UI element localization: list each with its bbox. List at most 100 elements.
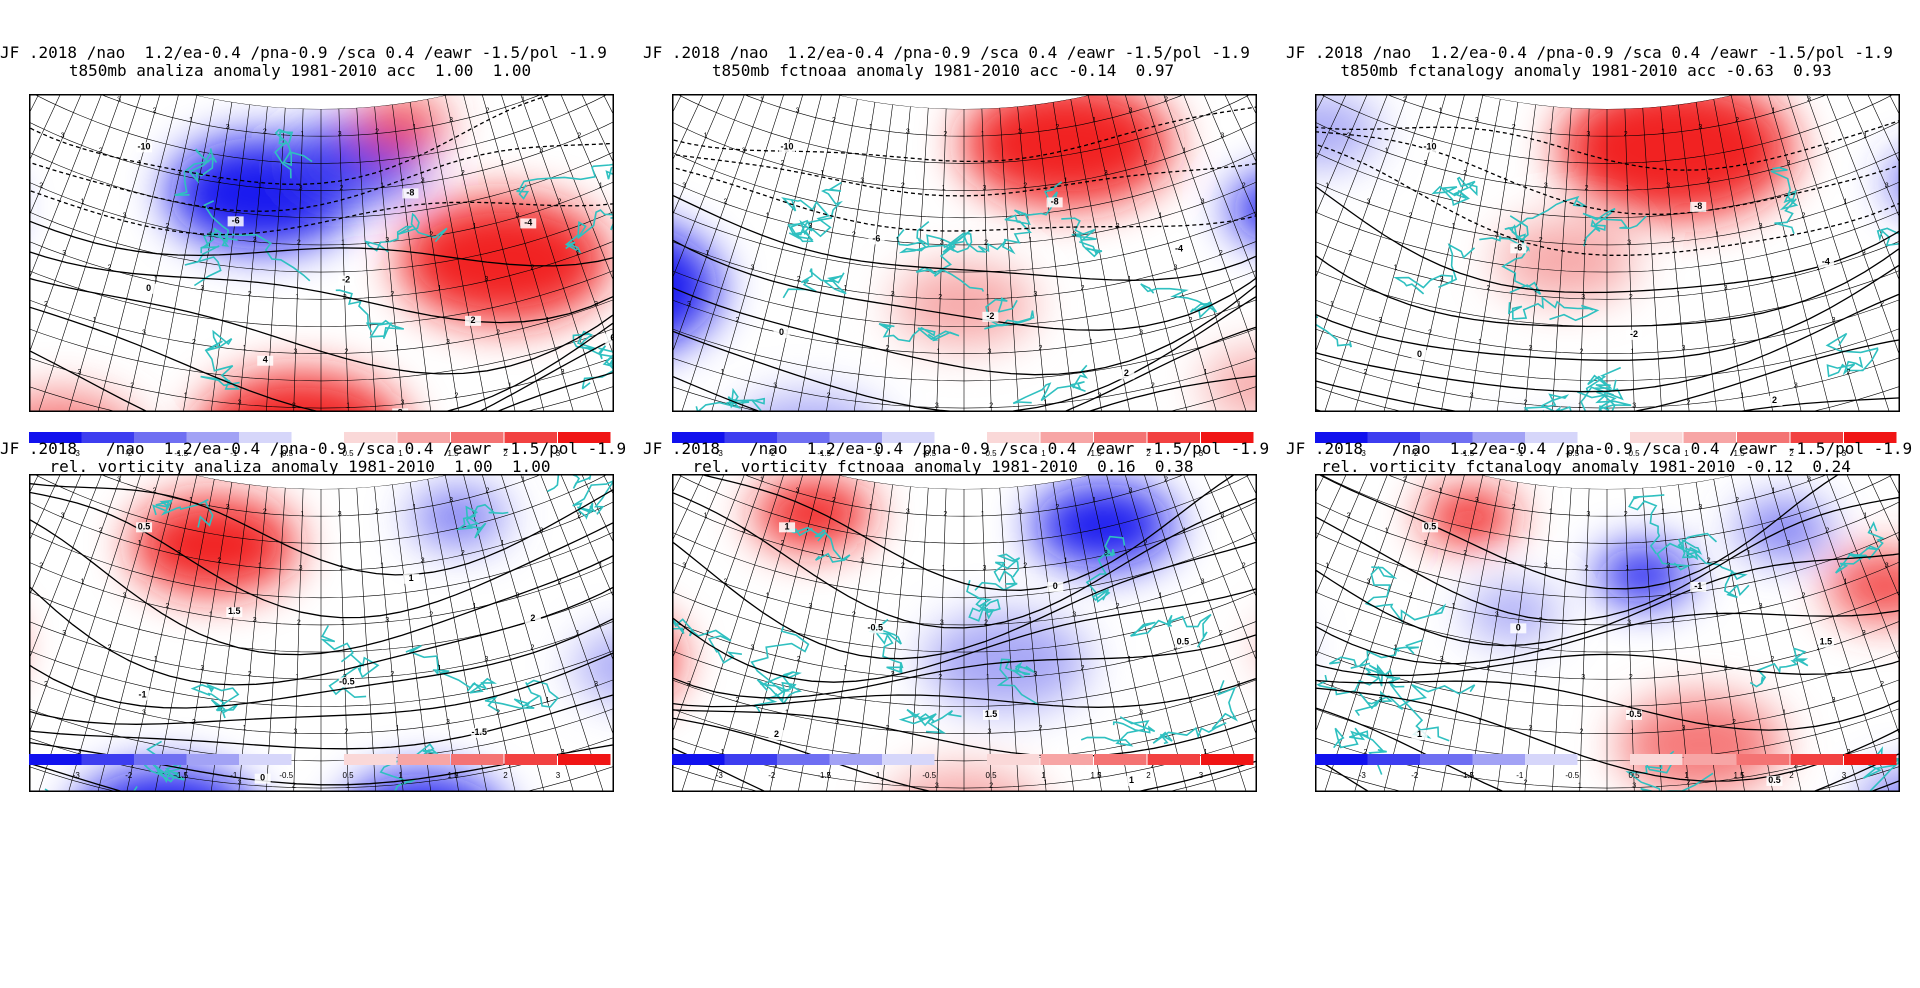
contour-label: 1	[1417, 729, 1422, 739]
grid-value: 3	[1139, 709, 1143, 716]
grid-value: 3	[1529, 345, 1533, 352]
grid-value: 2	[797, 656, 801, 663]
colorbar-swatch	[29, 432, 82, 443]
grid-value: 1	[500, 160, 504, 167]
grid-value: 1	[766, 592, 770, 599]
panel-t850-fctanalogy: JF .2018 /nao 1.2/ea-0.4 /pna-0.9 /sca 0…	[1286, 0, 1900, 458]
grid-value: 2	[886, 725, 890, 732]
colorbar-label: -2	[1411, 771, 1419, 780]
grid-value: 3	[1440, 276, 1444, 283]
grid-value: 3	[117, 476, 121, 483]
grid-value: 1	[1583, 620, 1587, 627]
grid-value: 2	[1363, 369, 1367, 376]
grid-value: 2	[461, 170, 465, 177]
grid-value: 3	[1786, 160, 1790, 167]
grid-value: 1	[243, 345, 247, 352]
colorbar-swatch	[186, 754, 239, 765]
panel-title-line1: JF .2018 /nao 1.2/ea-0.4 /pna-0.9 /sca 0…	[0, 43, 607, 62]
grid-value: 3	[1632, 783, 1636, 790]
grid-value: 2	[390, 671, 394, 678]
contour-label: 1.5	[1820, 636, 1833, 646]
grid-value: 3	[1862, 250, 1866, 257]
grid-value: 2	[558, 579, 562, 586]
colorbar-swatch	[1525, 754, 1578, 765]
colorbar-swatch	[672, 432, 725, 443]
contour-labels: -10-8-6-4-202468106	[136, 141, 614, 412]
grid-value: 1	[1578, 403, 1582, 410]
colorbar-label: -3	[73, 771, 81, 780]
grid-value: 3	[1201, 579, 1205, 586]
grid-value: 2	[454, 773, 458, 780]
grid-value: 2	[1524, 399, 1528, 406]
grid-value: 2	[1802, 212, 1806, 219]
grid-value: 3	[385, 617, 389, 624]
grid-value: 2	[1847, 369, 1851, 376]
colorbar-swatch	[1367, 754, 1420, 765]
colorbar-label: 1	[1684, 771, 1689, 780]
grid-value: 3	[1832, 317, 1836, 324]
grid-value: 3	[742, 147, 746, 154]
colorbar-label: -3	[1359, 771, 1367, 780]
grid-value: 2	[1242, 183, 1246, 190]
grid-value: 2	[165, 603, 169, 610]
anomaly-blob	[962, 94, 1173, 207]
map-plot: 3 2 1 3 2 1 3 2 1 3 2 1 3 2 1 3 2 1 2 1 3 2 1 3 2 1 3 2 1 3 2 1 3 2 1 3 1 3 2 1…	[29, 94, 614, 412]
colorbar-label: 1	[1041, 771, 1046, 780]
anomaly-blob	[398, 197, 609, 324]
grid-value: 1	[1182, 527, 1186, 534]
grid-value: 3	[773, 762, 777, 769]
grid-value: 3	[226, 504, 230, 511]
grid-value: 2	[248, 671, 252, 678]
colorbar-swatch	[451, 432, 504, 443]
grid-value: 3	[594, 681, 598, 688]
grid-value: 3	[1544, 183, 1548, 190]
grid-value: 1	[189, 117, 193, 124]
grid-value: 3	[516, 212, 520, 219]
grid-value: 1	[1028, 617, 1032, 624]
contour-label: -4	[1822, 256, 1830, 266]
grid-value: 3	[1220, 513, 1224, 520]
grid-value: 3	[687, 681, 691, 688]
grid-value: 2	[1580, 728, 1584, 735]
grid-value: 3	[1724, 665, 1728, 672]
grid-value: 3	[1832, 697, 1836, 704]
colorbar-label: 1.5	[1733, 771, 1745, 780]
grid-value: 1	[785, 709, 789, 716]
grid-value: 2	[1512, 124, 1516, 131]
grid-value: 1	[1044, 399, 1048, 406]
colorbar-swatch	[1472, 432, 1525, 443]
grid-value: 3	[226, 124, 230, 131]
panel-title-line2: rel. vorticity fctanalogy anomaly 1981-2…	[1321, 457, 1851, 476]
grid-value: 2	[429, 231, 433, 238]
grid-value: 2	[1189, 697, 1193, 704]
colorbar-swatch	[1201, 754, 1254, 765]
grid-value: 2	[1055, 124, 1059, 131]
grid-value: 2	[736, 317, 740, 324]
contour-label: 0	[146, 283, 151, 293]
grid-value: 1	[1451, 223, 1455, 230]
contour-label: -0.5	[339, 676, 355, 686]
grid-value: 2	[1143, 160, 1147, 167]
grid-value: 3	[338, 511, 342, 518]
contour-label: -10	[138, 141, 151, 151]
grid-value: 2	[1463, 550, 1467, 557]
grid-value: 1	[1089, 339, 1093, 346]
grid-value: 2	[558, 199, 562, 206]
grid-value: 2	[1580, 348, 1584, 355]
grid-value: 1	[1478, 339, 1482, 346]
grid-value: 1	[1439, 108, 1443, 115]
colorbar-swatch	[558, 754, 611, 765]
grid-value: 2	[99, 147, 103, 154]
grid-value: 3	[299, 565, 303, 572]
contour-label: 8	[398, 407, 403, 412]
colorbar-label: -2	[1411, 449, 1419, 458]
grid-value: 1	[521, 476, 525, 483]
colorbar-swatch	[1630, 432, 1683, 443]
grid-value: 2	[1624, 511, 1628, 518]
grid-value: 2	[375, 509, 379, 516]
grid-value: 1	[154, 276, 158, 283]
grid-value: 3	[539, 527, 543, 534]
grid-value: 3	[1104, 550, 1108, 557]
grid-value: 2	[44, 681, 48, 688]
colorbar-swatch	[1201, 432, 1254, 443]
